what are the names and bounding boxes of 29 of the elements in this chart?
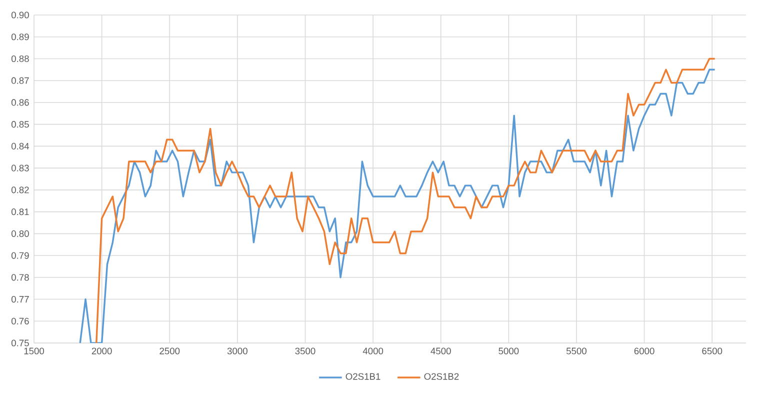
- x-tick-label: 6000: [634, 348, 654, 354]
- y-tick-label: 0.85: [11, 121, 29, 128]
- legend-label: O2S1B1: [346, 373, 380, 380]
- y-tick-label: 0.83: [11, 164, 29, 172]
- y-tick-label: 0.80: [11, 230, 29, 237]
- x-tick-label: 6500: [702, 348, 722, 354]
- x-tick-label: 5500: [566, 348, 586, 354]
- x-tick-label: 5000: [498, 348, 519, 354]
- y-tick-label: 0.75: [11, 340, 29, 346]
- y-tick-label: 0.88: [11, 55, 29, 62]
- x-tick-label: 4000: [362, 348, 384, 354]
- y-tick-label: 0.79: [11, 252, 29, 259]
- y-tick-label: 0.76: [11, 318, 29, 324]
- x-tick-label: 3000: [227, 348, 248, 354]
- y-tick-label: 0.86: [11, 99, 29, 106]
- y-tick-label: 0.89: [11, 34, 29, 40]
- y-tick-label: 0.90: [11, 12, 29, 18]
- x-tick-label: 1500: [24, 348, 44, 354]
- x-tick-label: 2500: [160, 348, 180, 354]
- y-tick-label: 0.82: [11, 186, 29, 194]
- x-tick-label: 4500: [430, 348, 451, 354]
- y-tick-label: 0.84: [11, 142, 30, 150]
- x-tick-label: 3500: [295, 348, 316, 354]
- x-tick-label: 2000: [92, 348, 112, 354]
- y-tick-label: 0.87: [11, 77, 29, 84]
- legend-label: O2S1B2: [424, 373, 459, 380]
- y-tick-label: 0.77: [11, 296, 29, 303]
- y-tick-label: 0.78: [11, 274, 29, 281]
- y-tick-label: 0.81: [11, 208, 29, 216]
